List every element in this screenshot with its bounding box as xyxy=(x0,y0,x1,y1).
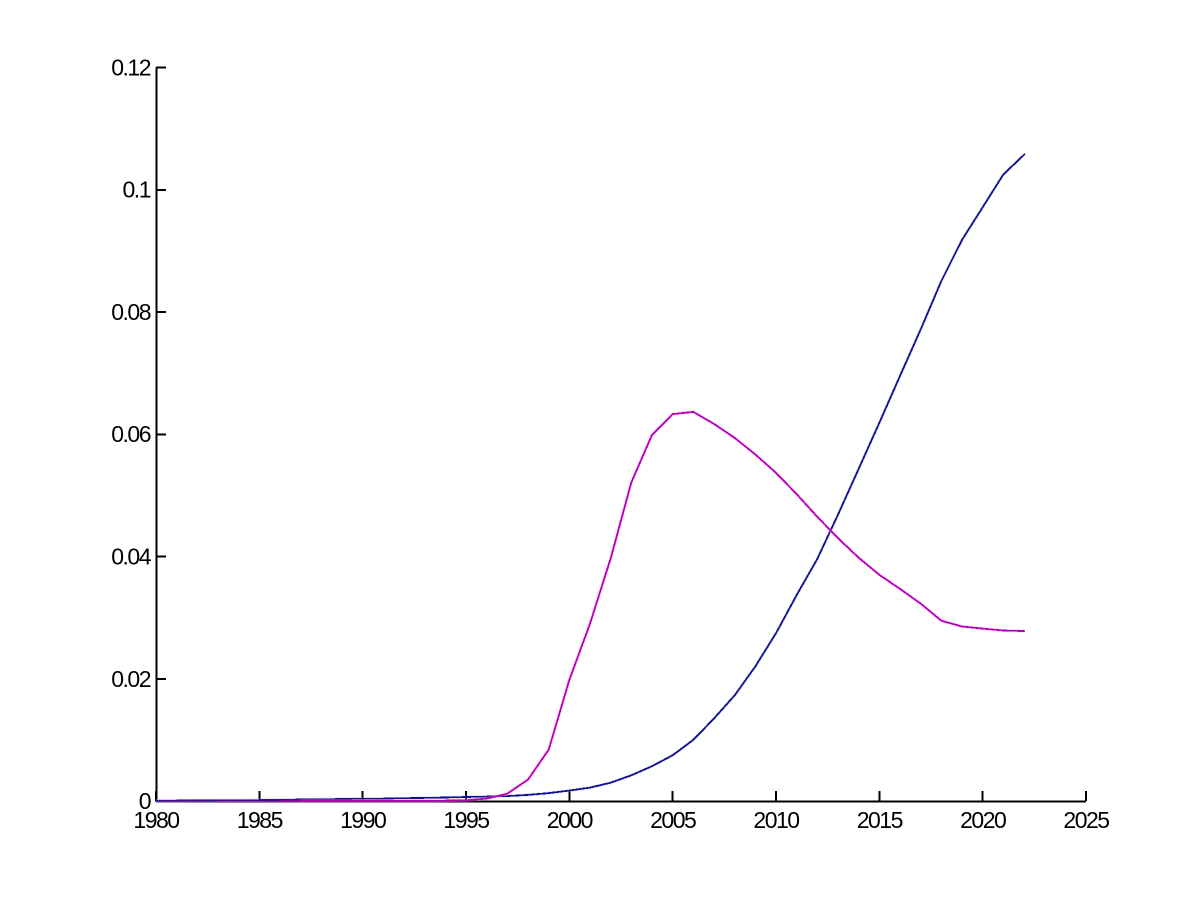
svg-text:2010: 2010 xyxy=(753,807,799,833)
svg-text:0.02: 0.02 xyxy=(111,666,150,692)
svg-text:1980: 1980 xyxy=(133,807,179,833)
svg-text:2015: 2015 xyxy=(857,807,903,833)
svg-text:2020: 2020 xyxy=(960,807,1006,833)
svg-text:0.12: 0.12 xyxy=(111,55,150,81)
svg-text:0.08: 0.08 xyxy=(111,299,150,325)
svg-text:1990: 1990 xyxy=(340,807,386,833)
svg-text:0.04: 0.04 xyxy=(111,544,151,570)
svg-text:2025: 2025 xyxy=(1063,807,1109,833)
svg-text:1985: 1985 xyxy=(237,807,283,833)
svg-text:1995: 1995 xyxy=(443,807,489,833)
svg-text:0.1: 0.1 xyxy=(123,177,151,203)
svg-text:0.06: 0.06 xyxy=(111,421,150,447)
svg-text:2000: 2000 xyxy=(547,807,593,833)
svg-text:2005: 2005 xyxy=(650,807,696,833)
svg-text:0: 0 xyxy=(139,788,151,814)
